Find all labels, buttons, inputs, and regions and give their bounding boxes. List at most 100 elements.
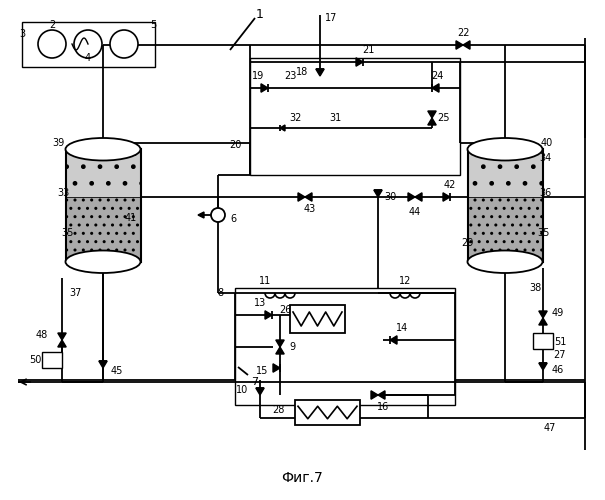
Polygon shape — [273, 364, 280, 372]
Text: 37: 37 — [69, 288, 81, 298]
Text: Фиг.7: Фиг.7 — [281, 471, 323, 485]
Polygon shape — [99, 361, 107, 368]
Text: 16: 16 — [377, 402, 389, 412]
Text: 29: 29 — [461, 238, 473, 248]
Polygon shape — [58, 340, 66, 347]
Text: 24: 24 — [431, 71, 443, 81]
Bar — [468, 149, 543, 196]
Circle shape — [110, 30, 138, 58]
Text: 19: 19 — [252, 71, 264, 81]
Polygon shape — [276, 340, 284, 347]
Bar — [65, 149, 140, 196]
Text: 21: 21 — [362, 45, 374, 55]
Text: 44: 44 — [409, 207, 421, 217]
Ellipse shape — [65, 250, 140, 273]
Bar — [250, 58, 460, 175]
Bar — [533, 333, 553, 349]
Text: 6: 6 — [230, 214, 236, 224]
Text: 38: 38 — [529, 283, 541, 293]
Polygon shape — [378, 391, 385, 399]
Polygon shape — [415, 193, 422, 201]
Polygon shape — [456, 41, 463, 49]
Polygon shape — [356, 58, 363, 66]
Text: 9: 9 — [289, 342, 295, 352]
Polygon shape — [198, 212, 204, 218]
Bar — [65, 149, 140, 262]
Bar — [65, 196, 140, 262]
Text: 27: 27 — [554, 350, 566, 360]
Polygon shape — [265, 311, 272, 319]
Text: 41: 41 — [125, 213, 137, 223]
Ellipse shape — [468, 138, 543, 160]
Text: 26: 26 — [279, 305, 291, 315]
Text: 46: 46 — [552, 365, 564, 375]
Ellipse shape — [468, 250, 543, 273]
Text: 2: 2 — [49, 20, 55, 30]
Text: 33: 33 — [57, 188, 69, 198]
Polygon shape — [58, 333, 66, 340]
Text: 14: 14 — [396, 323, 408, 333]
Text: 20: 20 — [229, 140, 241, 150]
Text: 32: 32 — [289, 113, 301, 123]
Text: 3: 3 — [19, 29, 25, 39]
Text: 40: 40 — [541, 138, 553, 148]
Text: 10: 10 — [236, 385, 248, 395]
Polygon shape — [428, 111, 436, 118]
Text: 48: 48 — [36, 330, 48, 340]
Polygon shape — [280, 125, 285, 131]
Polygon shape — [298, 193, 305, 201]
Text: 35: 35 — [62, 228, 74, 238]
Text: 12: 12 — [399, 276, 411, 286]
Bar — [22, 22, 155, 67]
Polygon shape — [432, 84, 439, 92]
Text: 36: 36 — [539, 188, 551, 198]
Text: 22: 22 — [457, 28, 469, 38]
Polygon shape — [390, 336, 397, 344]
Text: 4: 4 — [85, 53, 91, 63]
Text: 39: 39 — [52, 138, 64, 148]
Polygon shape — [428, 118, 436, 125]
Bar — [295, 400, 360, 425]
Text: 5: 5 — [150, 20, 156, 30]
Text: 28: 28 — [272, 405, 284, 415]
Text: 35: 35 — [537, 228, 549, 238]
Text: 30: 30 — [384, 192, 396, 202]
Text: 23: 23 — [284, 71, 296, 81]
Text: 43: 43 — [304, 204, 316, 214]
Text: 7: 7 — [252, 377, 258, 387]
Text: 13: 13 — [254, 298, 266, 308]
Circle shape — [74, 30, 102, 58]
Bar — [468, 196, 543, 262]
Text: 51: 51 — [554, 337, 566, 347]
Text: 25: 25 — [438, 113, 450, 123]
Polygon shape — [316, 69, 324, 76]
Circle shape — [211, 208, 225, 222]
Text: 18: 18 — [296, 67, 308, 77]
Polygon shape — [305, 193, 312, 201]
Text: 36: 36 — [125, 148, 137, 158]
Bar — [468, 149, 543, 262]
Polygon shape — [261, 84, 268, 92]
Polygon shape — [539, 363, 547, 370]
Polygon shape — [256, 388, 264, 395]
Text: 50: 50 — [29, 355, 41, 365]
Text: 11: 11 — [259, 276, 271, 286]
Text: 45: 45 — [111, 366, 123, 376]
Polygon shape — [539, 318, 547, 325]
Polygon shape — [443, 193, 450, 201]
Polygon shape — [539, 311, 547, 318]
Polygon shape — [371, 391, 378, 399]
Text: 17: 17 — [325, 13, 338, 23]
Text: 15: 15 — [256, 366, 268, 376]
Polygon shape — [463, 41, 470, 49]
Bar — [42, 352, 62, 368]
Ellipse shape — [65, 138, 140, 160]
Polygon shape — [374, 190, 382, 197]
Polygon shape — [276, 347, 284, 354]
Bar — [235, 288, 455, 405]
Circle shape — [38, 30, 66, 58]
Polygon shape — [408, 193, 415, 201]
Text: 8: 8 — [217, 288, 223, 298]
Text: 42: 42 — [444, 180, 456, 190]
Text: 47: 47 — [544, 423, 556, 433]
